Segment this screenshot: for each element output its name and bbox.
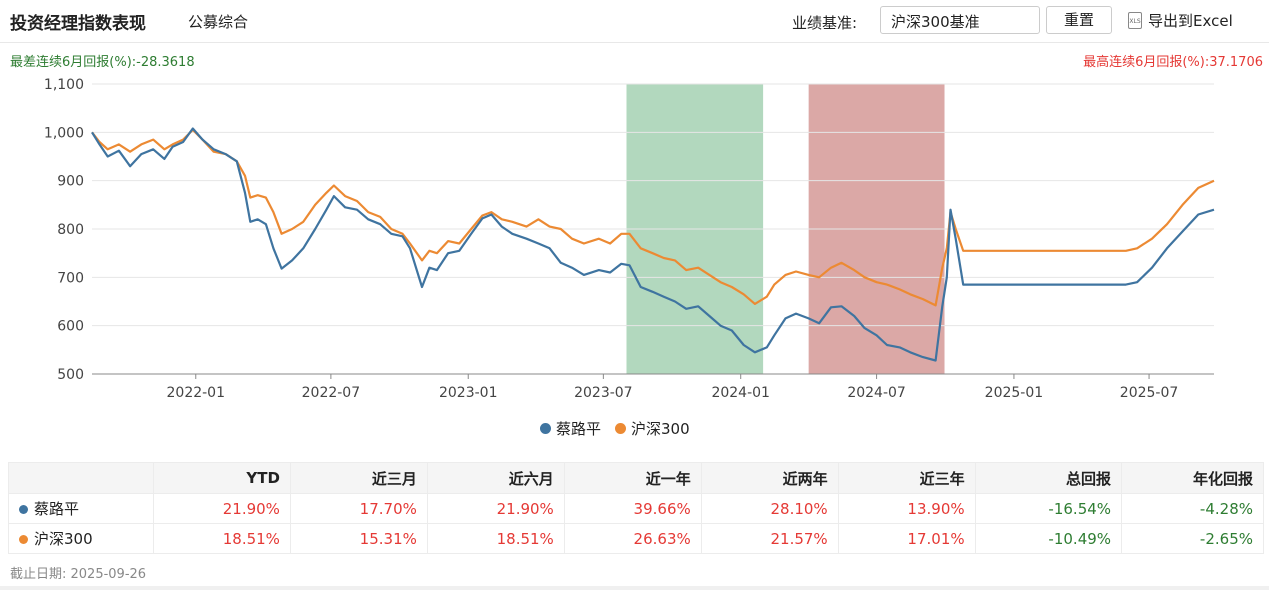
legend-dot bbox=[540, 423, 551, 434]
export-excel-button[interactable]: XLS 导出到Excel bbox=[1128, 8, 1233, 32]
x-tick-label: 2025-01 bbox=[985, 385, 1044, 401]
row-label: 蔡路平 bbox=[34, 500, 80, 518]
y-tick-label: 1,100 bbox=[44, 77, 84, 93]
table-cell: 26.63% bbox=[563, 523, 702, 554]
table-cell: 18.51% bbox=[153, 523, 291, 554]
benchmark-select[interactable]: 沪深300基准 bbox=[880, 6, 1040, 34]
table-row: 蔡路平 21.90% 17.70% 21.90% 39.66% 28.10% 1… bbox=[8, 493, 1264, 524]
table-cell: 17.70% bbox=[289, 493, 428, 524]
x-tick-label: 2022-01 bbox=[167, 385, 226, 401]
legend-item-manager[interactable]: 蔡路平 bbox=[540, 418, 601, 439]
y-tick-label: 900 bbox=[57, 174, 84, 190]
table-cell: 15.31% bbox=[289, 523, 428, 554]
table-header: 近一年 bbox=[563, 462, 702, 494]
y-tick-label: 800 bbox=[57, 222, 84, 238]
table-header: 近三年 bbox=[837, 462, 976, 494]
x-tick-label: 2024-07 bbox=[847, 385, 906, 401]
table-cell: 28.10% bbox=[700, 493, 839, 524]
series-line-benchmark bbox=[91, 128, 1215, 307]
series-dot bbox=[19, 505, 28, 514]
table-cell: -10.49% bbox=[974, 523, 1123, 554]
reset-button[interactable]: 重置 bbox=[1046, 6, 1112, 34]
performance-line-chart: 500 600 700 800 900 1,000 1,100 2022-01 2022-07 2… bbox=[44, 77, 1215, 401]
row-label: 沪深300 bbox=[34, 530, 93, 548]
table-cell: 13.90% bbox=[837, 493, 976, 524]
x-tick-label: 2023-07 bbox=[574, 385, 633, 401]
table-cell: -4.28% bbox=[1121, 493, 1264, 524]
top-bar: 投资经理指数表现 公募综合 业绩基准: 沪深300基准 重置 XLS 导出到Ex… bbox=[0, 0, 1269, 43]
series-dot bbox=[19, 535, 28, 544]
legend-label: 蔡路平 bbox=[556, 420, 602, 438]
table-cell: -2.65% bbox=[1121, 523, 1264, 554]
table-cell: -16.54% bbox=[974, 493, 1123, 524]
page-title: 投资经理指数表现 bbox=[10, 14, 146, 34]
table-header: 总回报 bbox=[974, 462, 1123, 494]
bottom-divider bbox=[0, 586, 1269, 590]
row-name: 沪深300 bbox=[8, 523, 154, 554]
x-tick-label: 2025-07 bbox=[1120, 385, 1179, 401]
returns-table: YTD 近三月 近六月 近一年 近两年 近三年 总回报 年化回报 蔡路平 21.… bbox=[8, 462, 1264, 554]
as-of-date: 截止日期: 2025-09-26 bbox=[10, 567, 147, 582]
series-line-manager bbox=[91, 127, 1215, 362]
x-tick-label: 2023-01 bbox=[439, 385, 498, 401]
table-cell: 39.66% bbox=[563, 493, 702, 524]
xls-file-icon: XLS bbox=[1128, 11, 1142, 29]
table-header-row: YTD 近三月 近六月 近一年 近两年 近三年 总回报 年化回报 bbox=[8, 462, 1264, 494]
table-header: 年化回报 bbox=[1121, 462, 1264, 494]
table-cell: 21.57% bbox=[700, 523, 839, 554]
table-header: 近两年 bbox=[700, 462, 839, 494]
table-row: 沪深300 18.51% 15.31% 18.51% 26.63% 21.57%… bbox=[8, 523, 1264, 554]
benchmark-label: 业绩基准: bbox=[792, 14, 858, 32]
table-header-blank bbox=[8, 462, 154, 494]
legend-item-benchmark[interactable]: 沪深300 bbox=[615, 418, 690, 439]
table-header: 近三月 bbox=[289, 462, 428, 494]
table-cell: 17.01% bbox=[837, 523, 976, 554]
tab-public-funds[interactable]: 公募综合 bbox=[188, 13, 249, 31]
y-tick-label: 700 bbox=[57, 270, 84, 286]
x-tick-label: 2024-01 bbox=[711, 385, 770, 401]
legend-dot bbox=[615, 423, 627, 434]
table-cell: 21.90% bbox=[426, 493, 565, 524]
legend-label: 沪深300 bbox=[631, 420, 690, 438]
worst-6m-return: 最差连续6月回报(%):-28.3618 bbox=[10, 55, 195, 70]
best-6m-return: 最高连续6月回报(%):37.1706 bbox=[1083, 55, 1263, 70]
table-header: 近六月 bbox=[426, 462, 565, 494]
row-name: 蔡路平 bbox=[8, 493, 154, 524]
table-cell: 18.51% bbox=[426, 523, 565, 554]
chart-legend: 蔡路平 沪深300 bbox=[540, 418, 690, 439]
y-tick-label: 600 bbox=[57, 319, 84, 335]
y-tick-label: 1,000 bbox=[44, 125, 84, 141]
x-tick-label: 2022-07 bbox=[302, 385, 361, 401]
table-cell: 21.90% bbox=[153, 493, 291, 524]
table-header: YTD bbox=[153, 462, 291, 494]
export-label: 导出到Excel bbox=[1148, 11, 1233, 30]
y-tick-label: 500 bbox=[57, 367, 84, 383]
